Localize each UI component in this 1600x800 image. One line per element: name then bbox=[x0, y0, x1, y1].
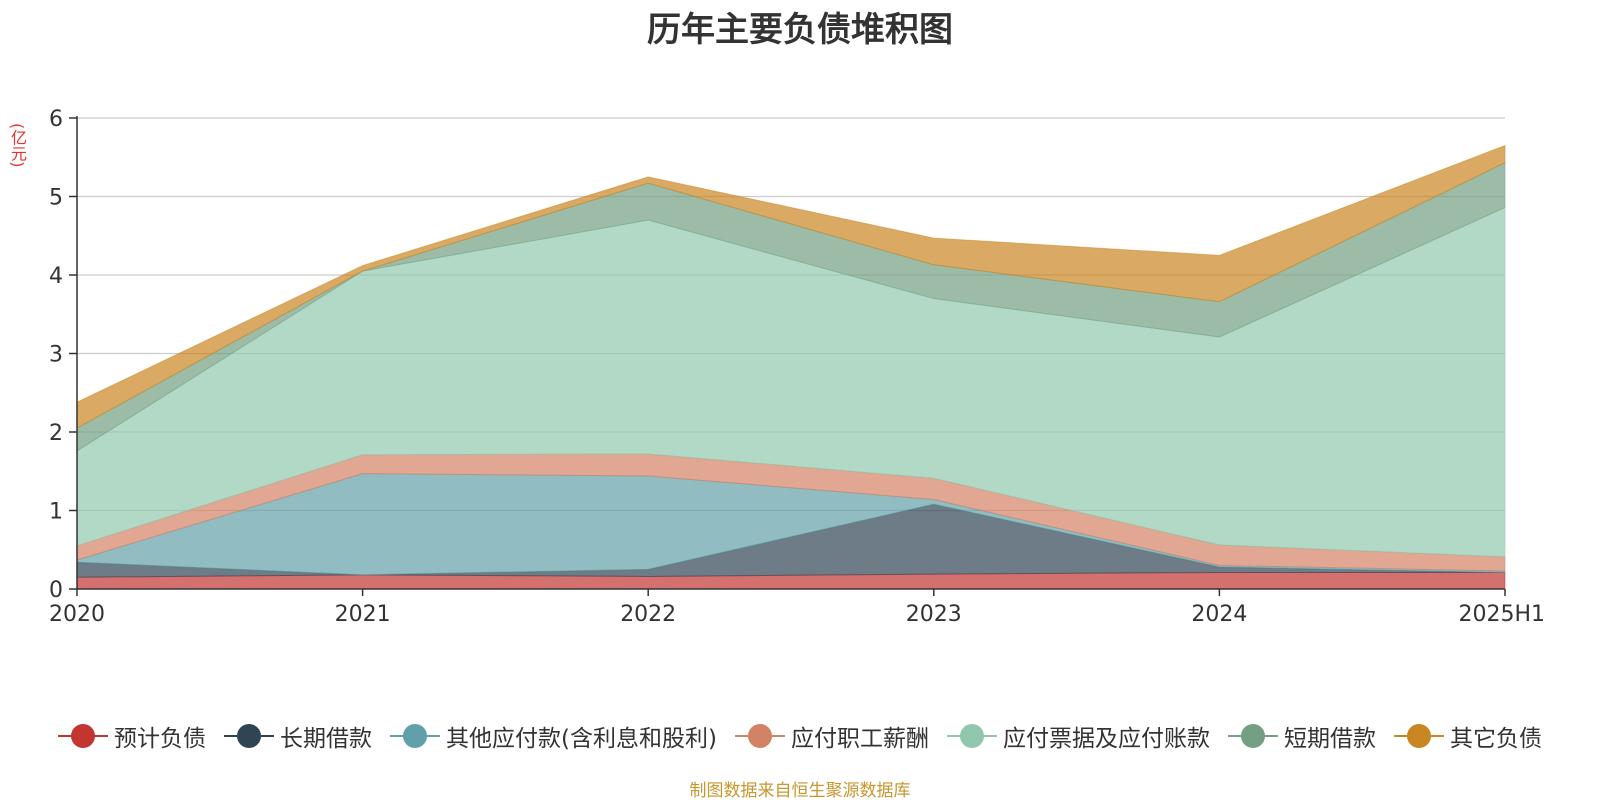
legend-label: 长期借款 bbox=[280, 726, 373, 752]
x-tick-label: 2022 bbox=[620, 602, 676, 627]
legend-marker-icon bbox=[1393, 723, 1444, 749]
y-tick-label: 5 bbox=[49, 186, 63, 211]
legend-dot bbox=[237, 724, 262, 748]
x-tick-label: 2021 bbox=[335, 602, 391, 627]
legend-item[interactable]: 预计负债 bbox=[58, 719, 206, 753]
legend-item[interactable]: 其他应付款(含利息和股利) bbox=[390, 719, 717, 753]
y-tick-label: 4 bbox=[49, 264, 63, 289]
chart-title: 历年主要负债堆积图 bbox=[647, 10, 953, 50]
legend-marker-icon bbox=[224, 723, 275, 749]
legend-marker-icon bbox=[58, 723, 109, 749]
legend-item[interactable]: 应付职工薪酬 bbox=[734, 719, 929, 753]
legend-dot bbox=[1240, 724, 1265, 748]
legend-item[interactable]: 长期借款 bbox=[224, 719, 372, 753]
area-series-6[interactable] bbox=[76, 144, 1506, 429]
y-tick-label: 6 bbox=[49, 107, 63, 132]
x-tick-label: 2024 bbox=[1191, 602, 1247, 627]
legend-item[interactable]: 短期借款 bbox=[1227, 719, 1376, 753]
legend-dot bbox=[1406, 724, 1431, 748]
legend-marker-icon bbox=[1227, 723, 1278, 749]
axes: 0 1 2 3 4 5 6 2020 2021 2022 2023 2024 2025H1 bbox=[49, 107, 1545, 627]
legend-item[interactable]: 应付票据及应付账款 bbox=[946, 719, 1210, 753]
legend-dot bbox=[71, 724, 96, 748]
legend-dot bbox=[747, 724, 772, 748]
legend-marker-icon bbox=[734, 723, 785, 749]
legend-label: 其它负债 bbox=[1449, 726, 1542, 752]
legend-label: 预计负债 bbox=[114, 726, 207, 752]
legend-label: 应付票据及应付账款 bbox=[1002, 726, 1210, 752]
y-tick-label: 1 bbox=[49, 500, 63, 525]
legend-label: 应付职工薪酬 bbox=[790, 726, 929, 752]
legend: 预计负债 长期借款 其他应付款(含利息和股利) 应付职工薪酬 应付票据及应付账款 短期借款… bbox=[0, 718, 1600, 754]
legend-label: 其他应付款(含利息和股利) bbox=[446, 726, 717, 752]
y-tick-label: 3 bbox=[49, 343, 63, 368]
legend-item[interactable]: 其它负债 bbox=[1393, 719, 1542, 753]
legend-label: 短期借款 bbox=[1283, 726, 1376, 752]
legend-dot bbox=[959, 724, 984, 748]
y-tick-label: 0 bbox=[49, 578, 63, 603]
legend-marker-icon bbox=[946, 723, 997, 749]
legend-dot bbox=[403, 724, 428, 748]
x-tick-label: 2025H1 bbox=[1458, 602, 1545, 627]
source-note: 制图数据来自恒生聚源数据库 bbox=[689, 781, 911, 800]
x-tick-label: 2023 bbox=[906, 602, 962, 627]
x-tick-label: 2020 bbox=[49, 602, 105, 627]
y-axis-unit-label: (亿元) bbox=[8, 122, 27, 168]
legend-marker-icon bbox=[390, 723, 441, 749]
y-tick-label: 2 bbox=[49, 421, 63, 446]
area-series bbox=[76, 144, 1506, 590]
